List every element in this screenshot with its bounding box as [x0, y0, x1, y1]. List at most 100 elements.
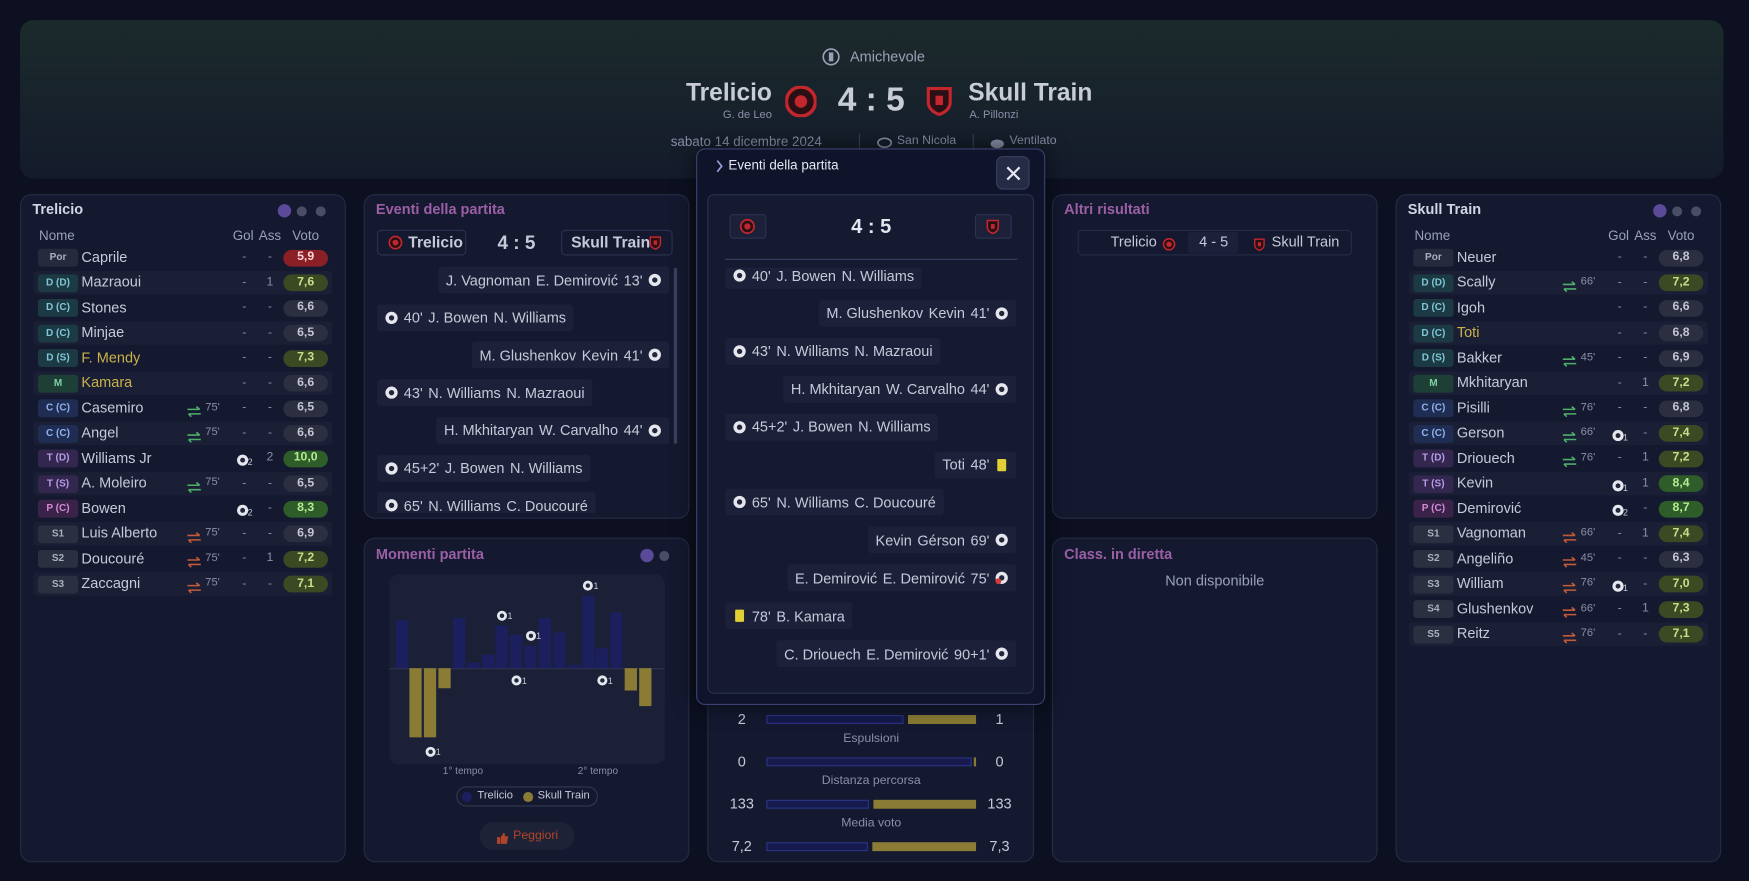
event: 43' N. Williams N. Mazraoui [377, 379, 593, 407]
rating: 7,4 [1672, 425, 1690, 440]
panel-title: Momenti partita [375, 545, 484, 563]
team-name: Trelicio [408, 232, 463, 251]
row-background [1408, 271, 1708, 295]
event: 45+2' J. Bowen N. Williams [725, 413, 939, 441]
rating-pill: 6,5 [283, 475, 328, 492]
role: D (C) [1421, 326, 1446, 338]
momentum-bar [524, 645, 537, 669]
event-minute: 65' [751, 494, 771, 511]
role-badge: T (D) [37, 449, 79, 468]
sub-arrow-shape [1562, 431, 1577, 443]
role-badge: S2 [37, 549, 79, 568]
role: D (D) [46, 276, 70, 288]
sub-arrow-shape [1562, 606, 1577, 618]
event-minute: 78' [751, 607, 771, 625]
goal-icon [236, 502, 249, 516]
lineup-title: Skull Train [1407, 200, 1482, 218]
event-icon-shape [995, 307, 1008, 320]
stat-bar-away [973, 757, 977, 767]
rating-pill: 10,0 [283, 450, 328, 467]
rating: 6,8 [1672, 325, 1690, 339]
column-header: Gol [232, 227, 254, 243]
event-icon-shape [736, 348, 743, 354]
thumb-icon-shape [496, 837, 501, 844]
away-logo-shape [986, 219, 1000, 235]
event-icon [385, 499, 398, 512]
role-badge: M [1413, 374, 1454, 393]
assists: - [267, 300, 272, 314]
row-background [1408, 321, 1708, 345]
sub-arrow-shape [1562, 581, 1577, 593]
divider [725, 258, 1018, 260]
rating-pill: 7,1 [283, 575, 328, 593]
event: H. Mkhitaryan W. Carvalho 44' [436, 416, 670, 444]
away-coach: A. Pillonzi [969, 109, 1019, 122]
goal-icon-shape [237, 504, 249, 516]
stadium-icon [877, 135, 893, 149]
home-logo-shape [784, 85, 818, 118]
legend-label: Skull Train [537, 789, 590, 802]
event-icon-shape [652, 277, 658, 283]
goal-icon [236, 452, 249, 466]
event-icon-shape [733, 269, 746, 282]
rating: 8,4 [1672, 475, 1690, 490]
assists: 1 [266, 275, 274, 289]
role: P (C) [1421, 502, 1446, 514]
momentum-bar [452, 617, 466, 669]
goals: - [242, 425, 247, 440]
goal-icon [1612, 577, 1624, 592]
goal-marker-shape [528, 633, 533, 639]
close-button[interactable] [996, 156, 1030, 190]
event-icon-shape [388, 314, 395, 321]
stat-bar-home [766, 715, 904, 724]
worst-button[interactable]: Peggiori [479, 822, 575, 851]
assists: 1 [1641, 526, 1649, 540]
rating: 7,2 [297, 551, 315, 565]
role-badge: S1 [37, 524, 79, 543]
goal-count: 1 [1623, 482, 1629, 493]
event-icon-shape [997, 458, 1007, 471]
event-player: Kevin [875, 531, 912, 549]
rating-pill: 7,2 [1658, 374, 1704, 392]
sub-arrow [186, 478, 202, 493]
row-background [33, 421, 333, 446]
goals: - [242, 275, 247, 289]
event-icon [733, 420, 746, 433]
sub-arrow-shape [1562, 631, 1577, 644]
row-background [1408, 471, 1708, 496]
competition: Amichevole [850, 47, 925, 65]
away-logo-shape [926, 86, 952, 117]
goals: - [242, 300, 247, 314]
role-badge: S3 [1413, 575, 1454, 593]
rating: 6,6 [297, 425, 315, 440]
thumb-icon-shape [496, 832, 509, 844]
event-minute: 45+2' [403, 459, 440, 477]
goal-icon [1612, 477, 1624, 491]
event-minute: 75' [970, 569, 990, 587]
sub-arrow-shape [1562, 405, 1577, 418]
competition-icon [822, 48, 840, 66]
away-team-name: Skull Train [968, 78, 1093, 107]
assists: - [1643, 275, 1648, 289]
rating: 7,1 [1672, 626, 1690, 640]
rating-pill: 6,3 [1658, 550, 1704, 568]
goals: - [1617, 551, 1622, 565]
assists: - [267, 425, 272, 440]
rating: 6,9 [297, 526, 315, 540]
dot [1653, 204, 1667, 218]
goal-marker-count: 1 [521, 675, 527, 687]
home-logo-shape [392, 239, 399, 246]
sub-arrow-shape [187, 405, 201, 418]
event-icon [995, 534, 1008, 547]
rating: 6,5 [297, 325, 315, 339]
rating: 7,0 [1672, 576, 1690, 590]
event-minute: 65' [403, 497, 423, 514]
role-badge: D (D) [37, 273, 79, 292]
goal-marker-shape [428, 749, 433, 755]
event-icon [385, 461, 398, 475]
goal-marker-count: 1 [607, 675, 613, 687]
role: S1 [51, 527, 65, 539]
chevron-shape [716, 160, 723, 173]
goals: - [242, 325, 247, 339]
row-background [33, 271, 333, 295]
